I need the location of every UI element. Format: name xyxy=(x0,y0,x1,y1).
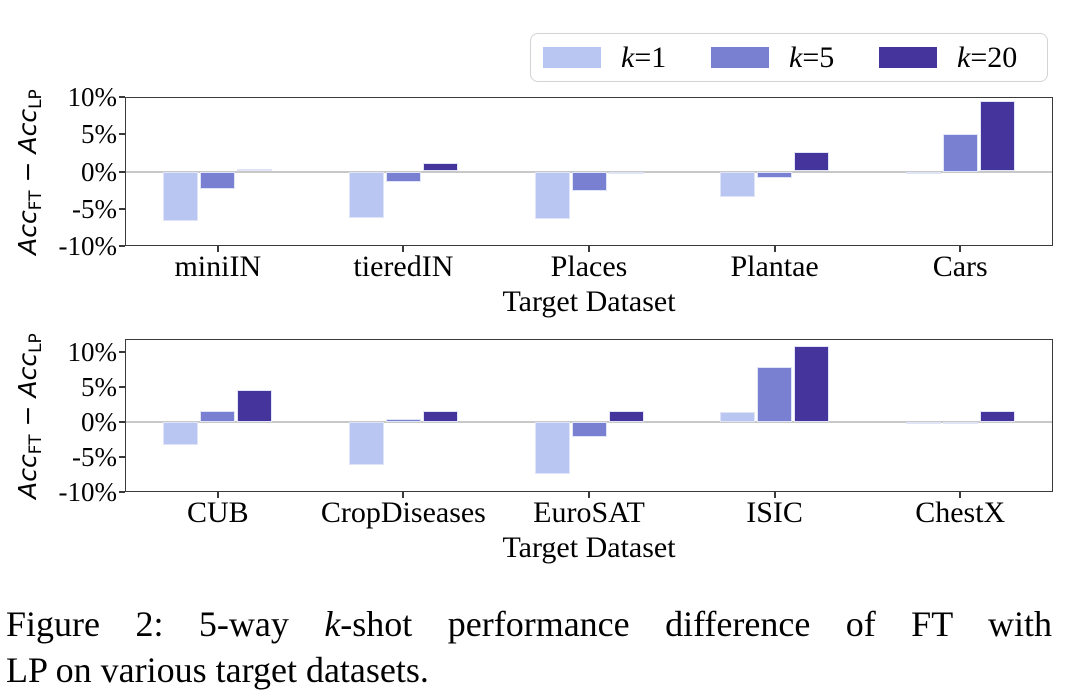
caption-line-2: LP on various target datasets. xyxy=(6,650,429,690)
bar-k20-Places xyxy=(608,171,644,174)
bar-k5-EuroSAT xyxy=(571,421,607,437)
bar-k5-CropDiseases xyxy=(385,419,421,422)
bar-k20-Plantae xyxy=(794,152,830,172)
legend-entry-k5: k=5 xyxy=(711,40,879,74)
bar-k5-ISIC xyxy=(757,367,793,422)
y-axis-label: AccFT − AccLP xyxy=(13,89,46,255)
x-tick-label-CropDiseases: CropDiseases xyxy=(320,496,486,529)
bar-k1-CUB xyxy=(163,421,199,445)
legend-swatch-k20-icon xyxy=(879,47,937,68)
bar-k1-tieredIN xyxy=(348,171,384,219)
y-tick-label: -10% xyxy=(58,231,117,261)
bar-k20-tieredIN xyxy=(422,162,458,172)
x-axis-label: Target Dataset xyxy=(502,285,676,318)
x-tick-label-Cars: Cars xyxy=(932,250,988,283)
bar-k1-miniIN xyxy=(163,171,199,222)
y-tick-mark xyxy=(119,455,125,458)
bar-k1-Places xyxy=(534,171,570,220)
figure-caption: Figure 2: 5-way k-shot performance diffe… xyxy=(6,601,1052,693)
plot-frame xyxy=(125,97,1053,246)
x-tick-mark xyxy=(402,492,405,498)
y-tick-mark xyxy=(119,491,125,493)
plot-frame xyxy=(125,339,1053,492)
y-tick-label: 0% xyxy=(81,156,117,187)
zero-line xyxy=(125,420,1053,423)
y-tick-mark xyxy=(119,207,125,210)
bar-k1-ISIC xyxy=(720,411,756,422)
y-tick-label: 5% xyxy=(81,119,117,150)
bar-k20-Cars xyxy=(979,100,1015,172)
bar-k5-CUB xyxy=(200,411,236,422)
bar-k1-CropDiseases xyxy=(348,421,384,465)
y-tick-label: 10% xyxy=(67,82,118,112)
bar-k1-ChestX xyxy=(905,421,941,424)
bar-k5-tieredIN xyxy=(385,171,421,182)
y-tick-label: -5% xyxy=(72,193,117,224)
y-tick-label: 10% xyxy=(67,336,118,367)
x-tick-label-CUB: CUB xyxy=(186,496,249,529)
bar-k20-CUB xyxy=(237,389,273,422)
x-tick-mark xyxy=(216,246,219,252)
y-axis-label: AccFT − AccLP xyxy=(13,333,46,499)
y-tick-mark xyxy=(119,385,125,388)
y-tick-mark xyxy=(119,245,125,247)
y-tick-mark xyxy=(119,170,125,173)
bar-k20-ISIC xyxy=(794,346,830,422)
legend-entry-k20: k=20 xyxy=(879,40,1047,74)
bar-k1-EuroSAT xyxy=(534,421,570,474)
caption-line-1: Figure 2: 5-way k-shot performance diffe… xyxy=(6,604,1052,644)
x-tick-mark xyxy=(402,246,405,252)
y-tick-label: 0% xyxy=(81,406,117,437)
bar-k5-ChestX xyxy=(942,421,978,424)
bar-k1-Plantae xyxy=(720,171,756,197)
y-tick-mark xyxy=(119,350,125,353)
x-tick-label-miniIN: miniIN xyxy=(174,250,262,283)
zero-line xyxy=(125,170,1053,173)
x-tick-label-Plantae: Plantae xyxy=(730,250,819,283)
y-tick-label: -5% xyxy=(72,441,117,472)
x-tick-label-ChestX: ChestX xyxy=(915,496,1006,529)
x-tick-mark xyxy=(959,492,962,498)
legend-label-k5: k=5 xyxy=(789,40,835,74)
x-tick-mark xyxy=(959,246,962,252)
x-tick-label-tieredIN: tieredIN xyxy=(353,250,454,283)
legend-swatch-k5-icon xyxy=(711,47,769,68)
x-tick-mark xyxy=(588,492,590,498)
bar-k5-Places xyxy=(571,171,607,191)
x-tick-mark xyxy=(216,492,219,498)
bar-k20-miniIN xyxy=(237,168,273,172)
x-tick-label-ISIC: ISIC xyxy=(746,496,803,529)
legend-label-k20: k=20 xyxy=(957,40,1018,74)
x-tick-label-EuroSAT: EuroSAT xyxy=(533,496,645,529)
bar-k20-EuroSAT xyxy=(608,411,644,422)
bar-k5-Plantae xyxy=(757,171,793,179)
y-tick-mark xyxy=(119,420,125,423)
x-tick-label-Places: Places xyxy=(550,250,628,283)
bar-k1-Cars xyxy=(905,171,941,174)
legend: k=1 k=5 k=20 xyxy=(530,33,1048,82)
legend-label-k1: k=1 xyxy=(621,40,667,74)
bar-k5-Cars xyxy=(942,134,978,172)
legend-swatch-k1-icon xyxy=(543,47,601,68)
legend-entry-k1: k=1 xyxy=(543,40,711,74)
x-tick-mark xyxy=(773,246,776,252)
bar-k5-miniIN xyxy=(200,171,236,189)
x-tick-mark xyxy=(773,492,776,498)
y-tick-mark xyxy=(119,96,125,98)
y-tick-label: 5% xyxy=(81,371,117,402)
x-axis-label: Target Dataset xyxy=(502,531,676,564)
bar-k20-ChestX xyxy=(979,410,1015,422)
x-tick-mark xyxy=(588,246,590,252)
y-tick-label: -10% xyxy=(58,477,117,507)
y-tick-mark xyxy=(119,133,125,136)
bar-k20-CropDiseases xyxy=(422,411,458,422)
